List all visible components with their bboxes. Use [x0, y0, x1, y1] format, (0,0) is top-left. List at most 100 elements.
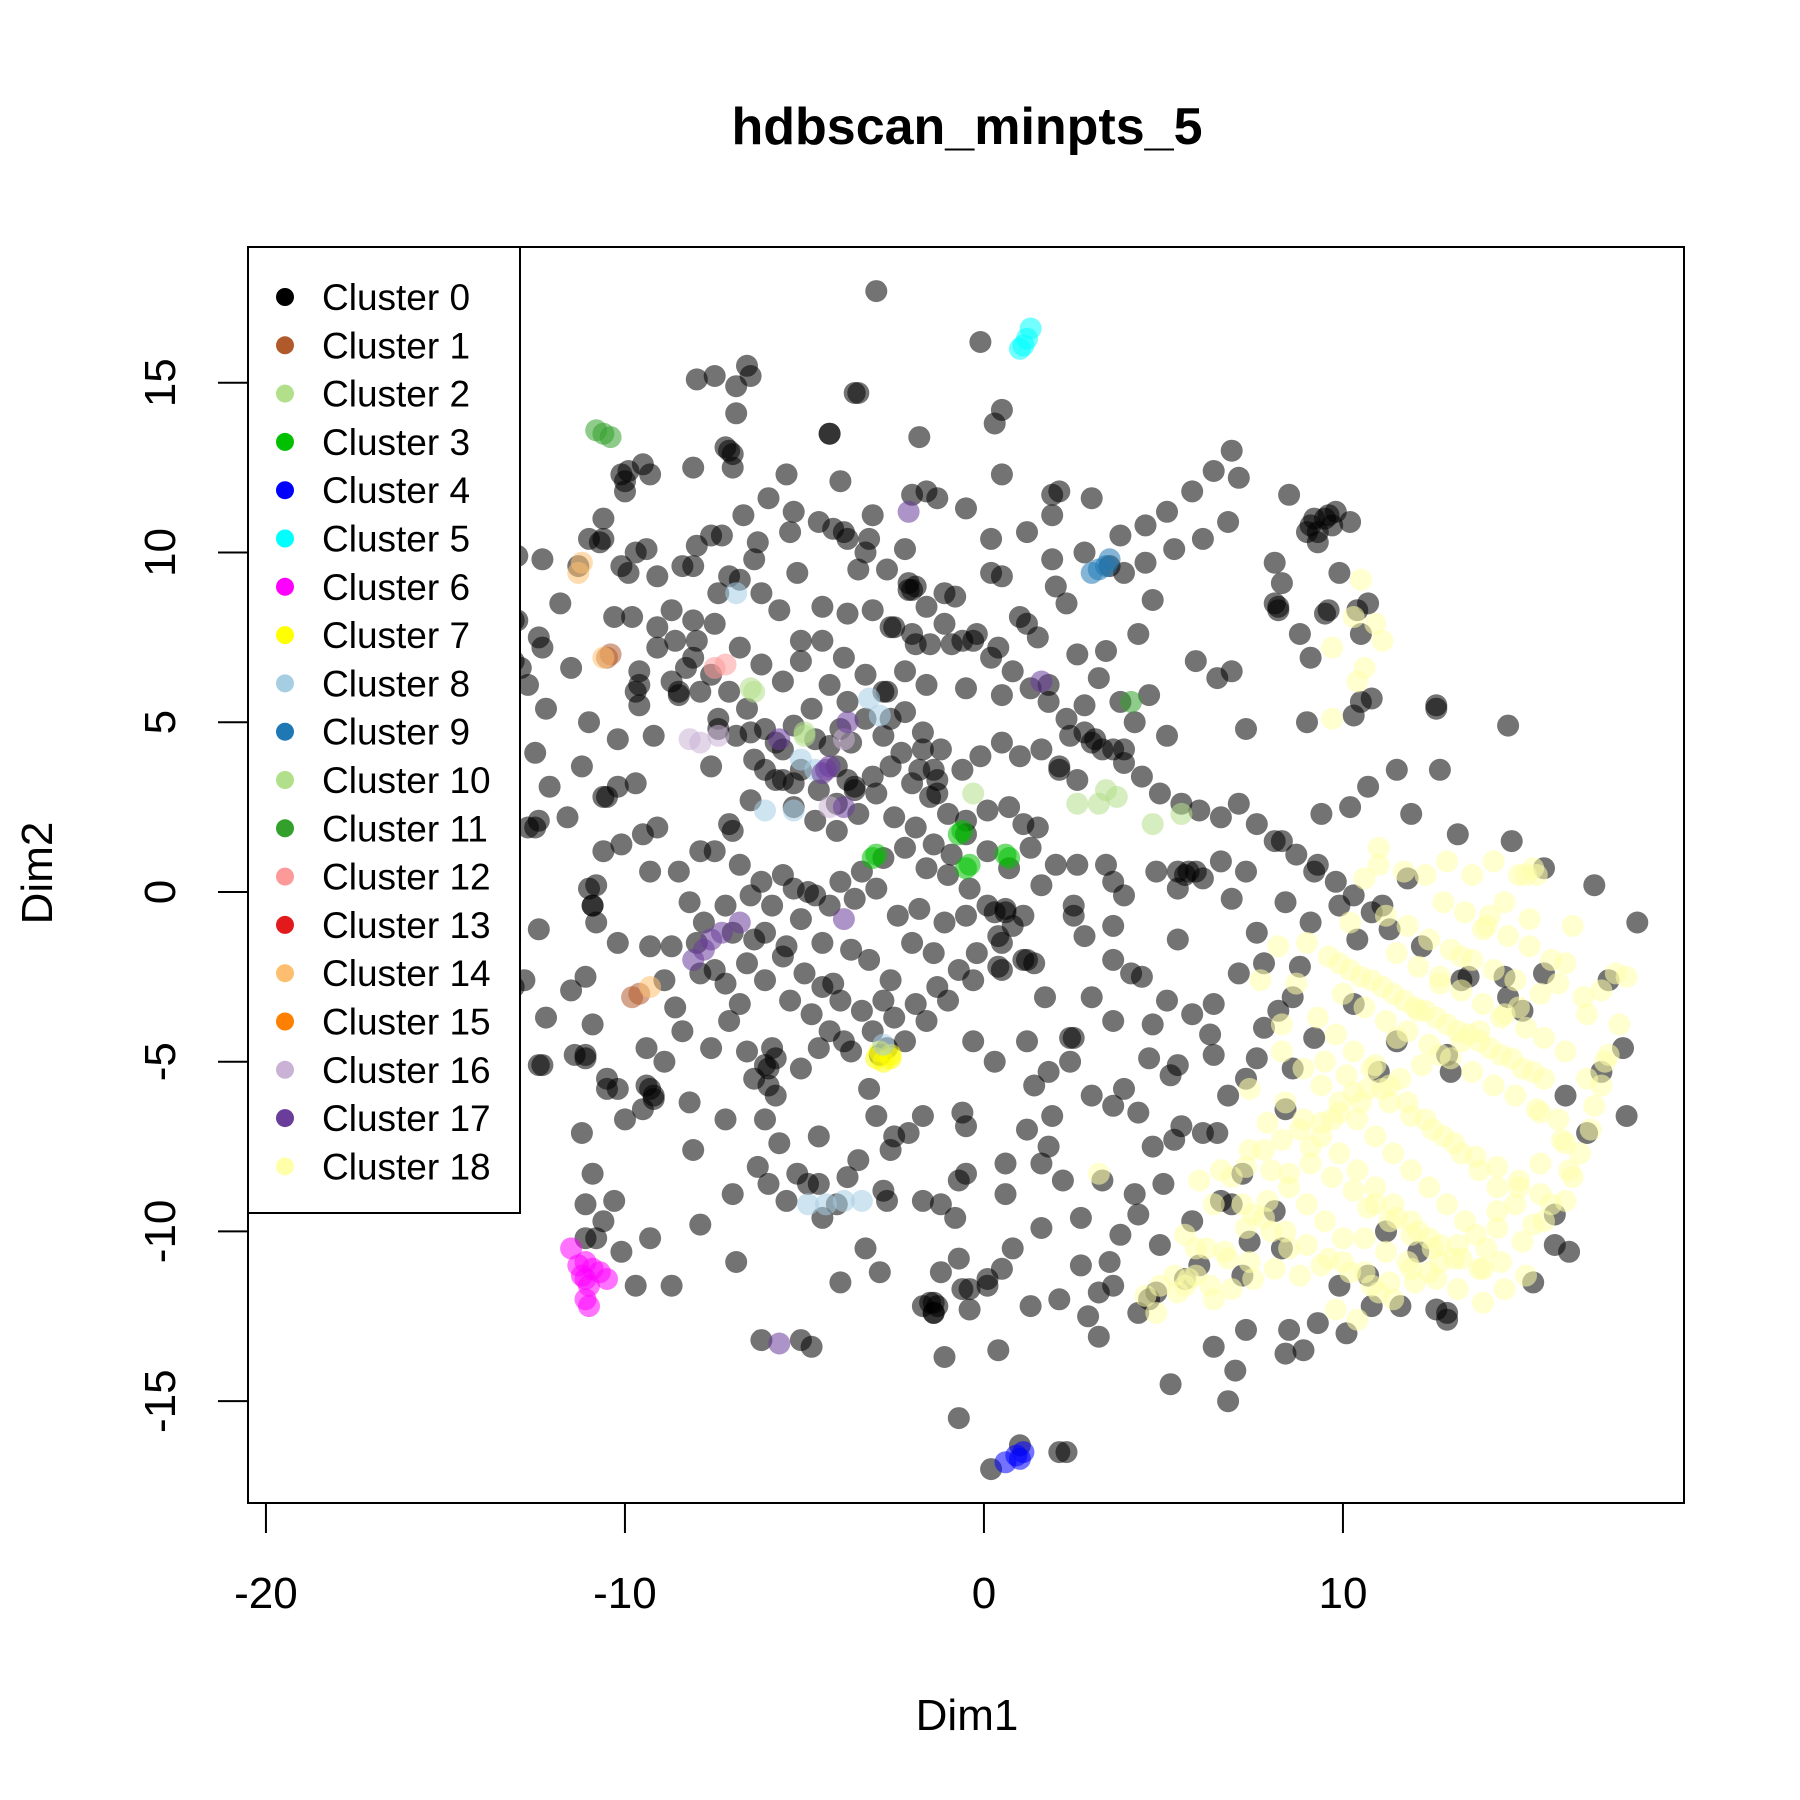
data-point	[682, 456, 705, 479]
data-point	[976, 799, 999, 822]
data-point	[750, 1329, 773, 1352]
legend-label: Cluster 18	[322, 1146, 491, 1187]
data-point	[1184, 1237, 1207, 1260]
legend-marker	[276, 1109, 294, 1128]
data-point	[951, 758, 974, 781]
data-point	[858, 687, 881, 710]
data-point	[915, 673, 938, 696]
legend-marker	[276, 384, 294, 403]
data-point	[1378, 1210, 1401, 1233]
data-point	[1123, 711, 1146, 734]
data-point	[789, 1057, 812, 1080]
data-point	[671, 555, 694, 578]
data-point	[944, 1206, 967, 1229]
data-point	[929, 1261, 952, 1284]
data-point	[1518, 935, 1541, 958]
legend-marker	[276, 288, 294, 306]
data-point	[1037, 1060, 1060, 1083]
data-point	[1066, 769, 1089, 791]
data-point	[947, 959, 970, 981]
data-point	[1249, 969, 1272, 992]
data-point	[1170, 802, 1193, 825]
data-point	[789, 908, 812, 931]
data-point	[832, 1030, 855, 1053]
data-point	[933, 612, 956, 635]
data-point	[1012, 334, 1035, 357]
data-point	[940, 843, 963, 866]
data-point	[1324, 1298, 1347, 1321]
data-point	[926, 769, 949, 791]
data-point	[1202, 1043, 1225, 1066]
data-point	[664, 629, 687, 652]
data-point	[843, 887, 866, 910]
data-point	[1321, 707, 1344, 730]
data-point	[858, 948, 881, 971]
data-point	[1421, 1118, 1444, 1141]
data-point	[639, 1227, 662, 1250]
data-point	[861, 599, 884, 622]
data-point	[714, 653, 737, 676]
data-point	[1489, 1251, 1512, 1273]
data-point	[592, 507, 615, 530]
data-point	[631, 823, 654, 846]
data-point	[1138, 684, 1161, 707]
series-9	[1080, 548, 1121, 584]
data-point	[1529, 1152, 1552, 1175]
data-point	[1069, 1254, 1092, 1277]
data-point	[1576, 1003, 1599, 1026]
data-point	[754, 758, 776, 781]
data-point	[685, 629, 708, 652]
data-point	[750, 653, 773, 676]
data-point	[771, 670, 794, 693]
data-point	[603, 606, 626, 628]
data-point	[1199, 1023, 1222, 1046]
data-point	[811, 931, 834, 954]
data-point	[1597, 1043, 1620, 1066]
data-point	[664, 996, 687, 1019]
data-point	[621, 606, 644, 628]
data-point	[1504, 1084, 1527, 1107]
data-point	[639, 860, 662, 883]
data-point	[1084, 728, 1107, 751]
data-point	[904, 575, 927, 598]
data-point	[962, 1030, 985, 1053]
data-point	[1436, 1193, 1459, 1216]
data-point	[678, 1091, 701, 1114]
data-point	[714, 894, 737, 917]
data-point	[911, 1189, 934, 1212]
data-point	[1418, 928, 1441, 951]
data-point	[725, 402, 748, 425]
data-point	[1270, 1128, 1293, 1151]
data-point	[1461, 1060, 1484, 1083]
data-point	[1087, 1325, 1110, 1348]
data-point	[807, 779, 830, 802]
data-point	[1087, 667, 1110, 690]
data-point	[728, 636, 751, 659]
data-point	[1579, 1118, 1602, 1141]
data-point	[789, 650, 812, 673]
data-point	[1493, 891, 1516, 914]
data-point	[1217, 1084, 1240, 1107]
data-point	[1464, 1223, 1487, 1246]
data-point	[1367, 1281, 1390, 1304]
data-point	[904, 993, 927, 1015]
data-point	[915, 857, 938, 880]
y-tick-label: -15	[136, 1369, 185, 1433]
data-point	[872, 724, 895, 747]
data-point	[768, 599, 791, 622]
data-point	[757, 487, 780, 510]
legend-marker	[276, 867, 294, 886]
data-point	[1109, 524, 1132, 547]
data-point	[624, 541, 647, 564]
data-point	[980, 561, 1003, 584]
data-point	[646, 616, 669, 639]
data-point	[1256, 1189, 1279, 1212]
data-point	[1227, 792, 1250, 815]
data-point	[1482, 959, 1505, 981]
data-point	[1059, 1026, 1082, 1049]
data-point	[1220, 660, 1243, 683]
data-point	[1317, 1247, 1340, 1270]
legend-label: Cluster 3	[322, 422, 470, 463]
data-point	[1360, 687, 1383, 710]
data-point	[922, 833, 945, 856]
